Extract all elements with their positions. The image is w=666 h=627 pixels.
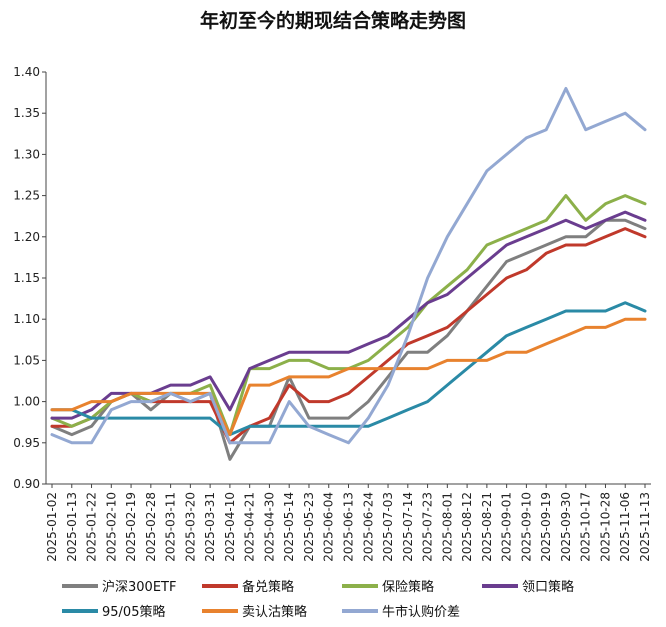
series-line-0 [50,218,647,461]
x-tick-label: 2025-02-10 [104,492,118,562]
x-tick-label: 2025-04-30 [262,492,276,562]
legend-label: 领口策略 [522,579,574,595]
x-tick-label: 2025-11-06 [618,492,632,562]
y-tick-label: 1.05 [13,353,40,367]
legend-label: 备兑策略 [242,579,294,595]
x-axis-ticks: 2025-01-02 2025-01-13 2025-01-22 2025-02-10… [45,484,652,562]
y-tick-label: 1.40 [13,65,40,79]
x-tick-label: 2025-04-21 [243,492,257,562]
legend-label: 卖认沽策略 [242,604,307,620]
x-tick-label: 2025-01-02 [45,492,59,562]
x-tick-label: 2025-06-24 [361,492,375,562]
x-tick-label: 2025-05-14 [282,492,296,562]
series-line-5 [50,317,647,437]
x-tick-label: 2025-03-11 [164,492,178,562]
y-tick-label: 1.10 [13,312,40,326]
y-tick-label: 1.00 [13,395,40,409]
series-line-1 [50,227,647,445]
x-tick-label: 2025-08-01 [440,492,454,562]
x-tick-label: 2025-11-13 [638,492,652,562]
x-tick-label: 2025-10-17 [579,492,593,562]
x-tick-label: 2025-09-10 [519,492,533,562]
x-tick-label: 2025-05-23 [302,492,316,562]
x-tick-label: 2025-08-12 [460,492,474,562]
y-tick-label: 0.90 [13,477,40,491]
legend: 沪深300ETF 备兑策略 保险策略 领口策略 95/05策略 卖认沽策略 牛市认购价差 [62,579,574,620]
x-tick-label: 2025-02-19 [124,492,138,562]
x-tick-label: 2025-01-13 [65,492,79,562]
y-tick-label: 0.95 [13,436,40,450]
series-line-6 [50,87,647,445]
x-tick-label: 2025-09-19 [539,492,553,562]
y-tick-label: 1.15 [13,271,40,285]
legend-label: 沪深300ETF [102,579,176,595]
series-lines [50,87,647,461]
x-tick-label: 2025-07-14 [401,492,415,562]
x-tick-label: 2025-09-30 [559,492,573,562]
x-tick-label: 2025-04-10 [223,492,237,562]
series-line-4 [50,301,647,437]
x-tick-label: 2025-01-22 [85,492,99,562]
legend-label: 保险策略 [382,579,434,595]
x-tick-label: 2025-02-28 [144,492,158,562]
y-tick-label: 1.35 [13,106,40,120]
x-tick-label: 2025-07-23 [421,492,435,562]
x-tick-label: 2025-10-28 [598,492,612,562]
y-tick-label: 1.20 [13,230,40,244]
x-tick-label: 2025-06-13 [342,492,356,562]
x-tick-label: 2025-08-21 [480,492,494,562]
chart-title: 年初至今的期现结合策略走势图 [200,9,466,32]
x-tick-label: 2025-03-31 [203,492,217,562]
x-tick-label: 2025-06-04 [322,492,336,562]
legend-label: 牛市认购价差 [382,604,460,620]
y-tick-label: 1.25 [13,189,40,203]
y-tick-label: 1.30 [13,147,40,161]
y-axis-ticks: 0.90 0.95 1.00 1.05 1.10 1.15 1.20 1.25 1.30 1.35… [13,65,46,491]
x-tick-label: 2025-07-03 [381,492,395,562]
x-tick-label: 2025-03-20 [183,492,197,562]
axes [45,72,651,485]
legend-label: 95/05策略 [102,604,165,620]
x-tick-label: 2025-09-01 [500,492,514,562]
